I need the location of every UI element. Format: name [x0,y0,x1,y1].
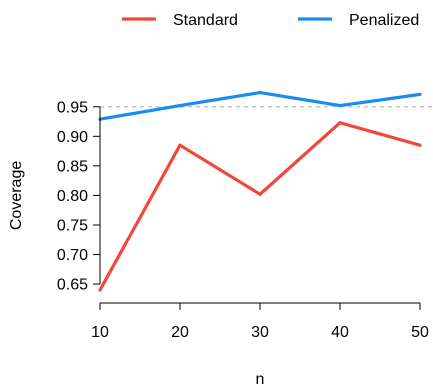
y-axis-title: Coverage [8,161,25,230]
y-tick-label: 0.70 [57,247,88,264]
data-point-penalized [418,92,422,96]
x-tick-label: 40 [331,324,349,341]
x-axis-title: n [256,371,265,388]
y-tick-label: 0.90 [57,129,88,146]
data-point-penalized [258,90,262,95]
x-tick-label: 30 [251,324,269,341]
legend-label-penalized: Penalized [349,12,419,29]
x-tick-label: 20 [171,324,189,341]
data-point-standard [258,192,262,196]
y-tick-label: 0.65 [57,277,88,294]
y-axis: 0.65 0.70 0.75 0.80 0.85 0.90 0.95 [57,99,101,294]
data-point-standard [338,121,342,125]
data-point-standard [98,288,102,292]
series-line-standard [98,121,421,291]
plot-area [98,90,433,292]
y-tick-label: 0.85 [57,158,88,175]
x-tick-label: 10 [91,324,109,341]
data-point-penalized [178,103,182,108]
x-axis: 10 20 30 40 50 [91,302,429,341]
legend: Standard Penalized [122,12,419,29]
y-tick-label: 0.95 [57,99,88,116]
legend-label-standard: Standard [173,12,238,29]
data-point-standard [418,143,422,147]
y-tick-label: 0.75 [57,217,88,234]
x-tick-label: 50 [411,324,429,341]
y-tick-label: 0.80 [57,188,88,205]
series-line-penalized [99,90,421,121]
data-point-standard [178,143,182,147]
data-point-penalized [338,103,342,108]
